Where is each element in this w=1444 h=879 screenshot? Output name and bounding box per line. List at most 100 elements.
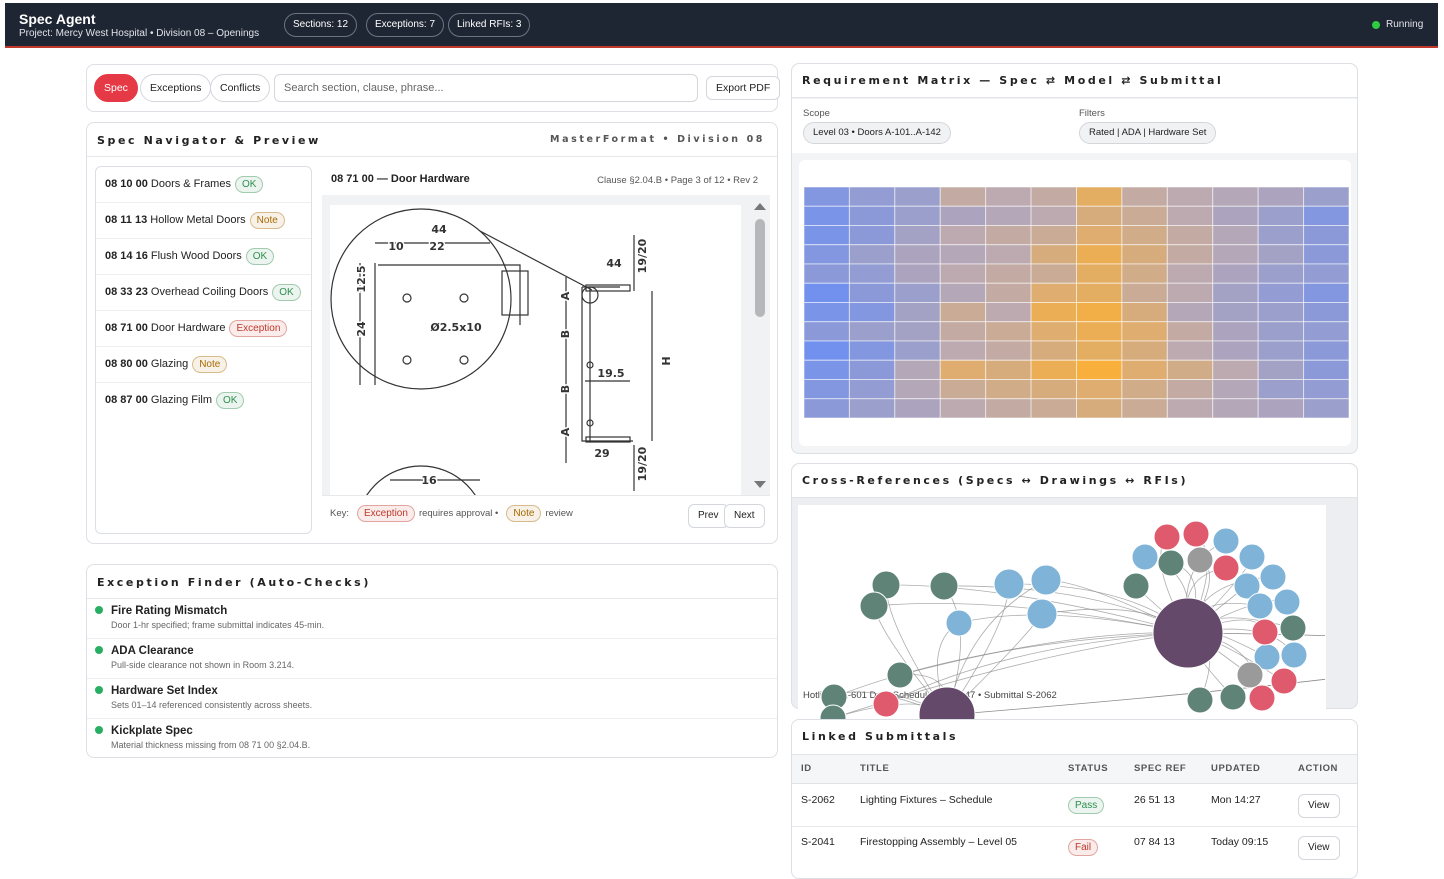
exception-row[interactable]: Fire Rating Mismatch Door 1-hr specified;… [87,599,777,639]
graph-node[interactable] [1030,564,1062,596]
heat-cell [939,359,987,380]
heat-cell [1303,225,1349,246]
section-row[interactable]: 08 14 16 Flush Wood Doors OK [96,239,311,275]
graph-node[interactable] [1212,554,1240,582]
exception-row[interactable]: ADA Clearance Pull-side clearance not sho… [87,639,777,679]
scroll-thumb[interactable] [755,219,765,317]
scroll-up[interactable] [754,203,766,210]
graph-node[interactable] [872,690,900,718]
tab[interactable]: Exceptions [140,74,212,102]
graph-node[interactable] [1026,598,1058,630]
graph-node[interactable] [1273,588,1301,616]
view-button[interactable]: View [1298,836,1340,860]
key-text: requires approval • [418,508,499,519]
graph-node[interactable] [993,568,1025,600]
graph-node[interactable] [1270,667,1298,695]
graph-node[interactable] [1186,546,1214,574]
section-row[interactable]: 08 80 00 Glazing Note [96,347,311,383]
edge [946,632,1325,716]
scroll-down[interactable] [754,481,766,488]
section-code: 08 80 00 [105,358,148,370]
graph-node[interactable] [1246,592,1274,620]
app-title: Spec Agent [19,11,96,27]
graph-node[interactable] [859,591,889,621]
submittals-panel: Linked Submittals ID TITLE STATUS SPEC REF U… [791,719,1358,879]
divider [87,598,777,599]
cell: S-2062 [801,794,835,806]
graph-node[interactable] [1131,543,1159,571]
graph-node[interactable] [1219,683,1247,711]
heat-cell [985,340,1032,361]
graph-node[interactable] [1186,686,1214,714]
heat-cell [1257,282,1305,303]
heat-cell [1166,205,1214,226]
heat-cell [1257,379,1305,400]
graph-node[interactable] [929,571,959,601]
section-row[interactable]: 08 10 00 Doors & Frames OK [96,167,311,203]
section-name: Door Hardware [150,322,226,334]
search[interactable]: Search section, clause, phrase... [274,74,698,102]
heat-cell [1303,340,1349,361]
graph-node[interactable] [1279,614,1307,642]
cell: Firestopping Assembly – Level 05 [860,836,1018,848]
section-name: Glazing [150,358,189,370]
status-dot [1372,21,1380,29]
exception-row[interactable]: Kickplate Spec Material thickness missing… [87,719,777,759]
graph-node[interactable] [1233,572,1261,600]
header-badge: Exceptions: 7 [366,13,445,37]
heat-cell [1076,244,1123,265]
heat-cell [1030,282,1077,303]
network-graph [819,520,1325,720]
heat-cell [985,321,1032,342]
graph-node[interactable] [1248,684,1276,712]
key-label: Key: [330,508,350,519]
graph-node[interactable] [1259,563,1287,591]
graph-node[interactable] [1212,527,1240,555]
section-row[interactable]: 08 11 13 Hollow Metal Doors Note [96,203,311,239]
tab[interactable]: Spec [94,74,138,102]
heat-cell [1257,187,1305,207]
graph-node[interactable] [886,661,914,689]
scope-chip[interactable]: Level 03 • Doors A-101..A-142 [803,122,951,144]
filter-chip[interactable]: Rated | ADA | Hardware Set [1079,122,1217,144]
column-header: ID [801,763,812,774]
section-row[interactable]: 08 71 00 Door Hardware Exception [96,311,311,347]
panel-title: Spec Navigator & Preview [97,134,321,147]
dimension-label: 22 [429,240,444,253]
graph-node[interactable] [1153,523,1181,551]
heat-cell [1166,379,1214,400]
graph-node[interactable] [1238,543,1266,571]
heat-cell [939,282,987,303]
heat-cell [939,398,987,418]
graph-node[interactable] [1122,572,1150,600]
export-button[interactable]: Export PDF [706,76,781,100]
graph-node[interactable] [1157,549,1185,577]
view-button[interactable]: View [1298,794,1340,818]
graph-node[interactable] [945,609,973,637]
graph-node[interactable] [1280,641,1308,669]
next-button[interactable]: Next [724,504,765,528]
graph-node[interactable] [1152,597,1224,669]
heat-cell [848,244,896,265]
graph-node[interactable] [1182,520,1210,548]
dimension-label: A [559,427,572,436]
graph-node[interactable] [1236,661,1264,689]
exception-row[interactable]: Hardware Set Index Sets 01–14 referenced … [87,679,777,719]
tab[interactable]: Conflicts [210,74,271,102]
prev-button[interactable]: Prev [688,504,729,528]
heat-cell [1257,263,1305,284]
column-header: UPDATED [1211,763,1261,774]
status-tag: OK [272,284,301,301]
graph-node[interactable] [918,686,976,720]
graph-node[interactable] [819,704,847,720]
heat-cell [1257,225,1305,246]
exception-title: Fire Rating Mismatch [111,605,228,617]
key-note: Note [506,505,542,522]
section-row[interactable]: 08 33 23 Overhead Coiling Doors OK [96,275,311,311]
graph-node[interactable] [1251,618,1279,646]
heat-cell [939,340,987,361]
section-row[interactable]: 08 87 00 Glazing Film OK [96,383,311,419]
heat-cell [1166,263,1214,284]
heat-cell [1076,398,1123,418]
heat-cell [985,398,1032,418]
